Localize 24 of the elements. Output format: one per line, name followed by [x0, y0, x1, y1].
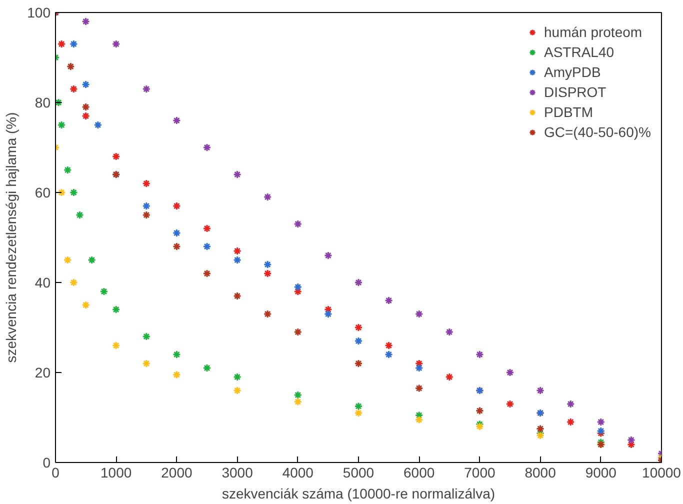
- x-tick-label: 3000: [222, 464, 254, 480]
- x-tick-label: 9000: [585, 464, 617, 480]
- x-tick-label: 5000: [342, 464, 374, 480]
- x-tick-label: 8000: [524, 464, 556, 480]
- legend-label: DISPROT: [544, 84, 606, 100]
- y-tick-label: 20: [34, 364, 51, 380]
- x-tick-label: 4000: [282, 464, 314, 480]
- legend-label: PDBTM: [544, 104, 593, 120]
- legend-label: ASTRAL40: [544, 44, 614, 60]
- x-tick-label: 10000: [642, 464, 682, 480]
- legend-label: GC=(40-50-60)%: [544, 124, 651, 140]
- y-tick-label: 100: [27, 4, 51, 20]
- y-tick-label: 40: [34, 274, 51, 290]
- x-tick-label: 1000: [100, 464, 132, 480]
- x-tick-label: 2000: [161, 464, 192, 480]
- y-tick-label: 0: [42, 454, 51, 470]
- y-tick-label: 60: [34, 184, 51, 200]
- x-tick-label: 6000: [404, 464, 435, 480]
- legend-label: humán proteom: [544, 24, 642, 40]
- y-axis-title: szekvencia rendezetlenségi hajlama (%): [3, 112, 20, 363]
- x-tick-label: 7000: [464, 464, 496, 480]
- y-tick-label: 80: [34, 94, 51, 110]
- x-axis-title: szekvenciák száma (10000-re normalizálva): [222, 486, 496, 502]
- legend-label: AmyPDB: [544, 64, 601, 80]
